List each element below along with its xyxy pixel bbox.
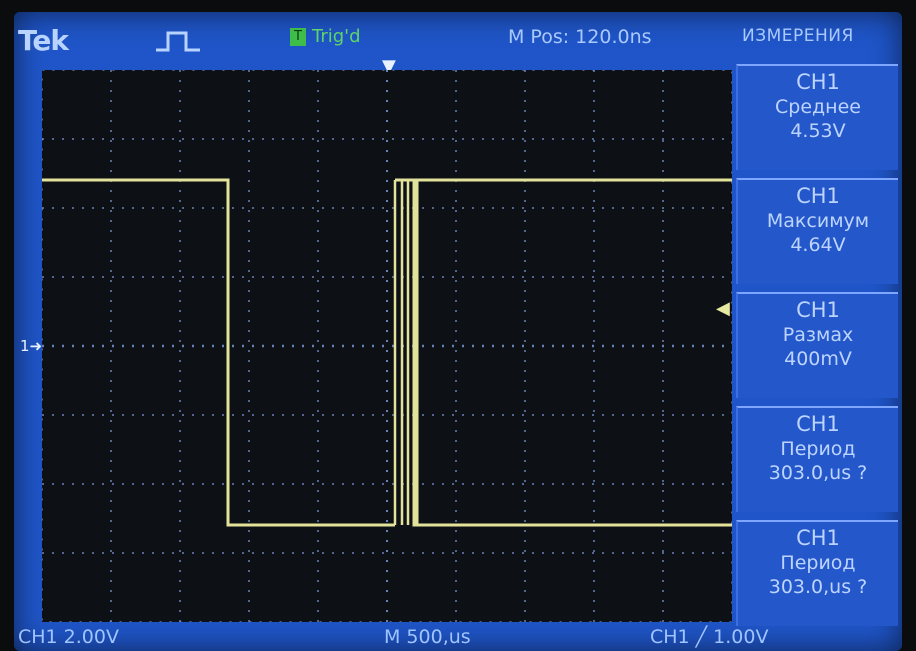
- measurement-name: Период: [780, 438, 856, 460]
- waveform-graticule: [42, 70, 732, 622]
- horizontal-position-readout: M Pos: 120.0ns: [508, 26, 652, 48]
- brand-logo: Tek: [18, 24, 69, 57]
- measurement-channel: CH1: [796, 70, 840, 94]
- ch1-volts-per-div: CH1 2.00V: [18, 626, 119, 648]
- footer-readouts: CH1 2.00V M 500,us CH1 ╱ 1.00V: [14, 626, 902, 651]
- measurement-value: 4.53V: [790, 120, 846, 142]
- measurement-channel: CH1: [796, 412, 840, 436]
- measurement-name: Максимум: [766, 210, 870, 232]
- measurement-name: Период: [780, 552, 856, 574]
- measurement-value: 303.0,us ?: [768, 462, 868, 484]
- measurement-button-4[interactable]: CH1 Период 303.0,us ?: [736, 406, 898, 512]
- trigger-status-label: Trig'd: [312, 26, 361, 47]
- status-bar: Tek T Trig'd M Pos: 120.0ns ИЗМЕРЕНИЯ: [14, 12, 902, 62]
- measurement-button-5[interactable]: CH1 Период 303.0,us ?: [736, 520, 898, 626]
- measurement-name: Размах: [782, 324, 854, 346]
- measurement-menu: CH1 Среднее 4.53V CH1 Максимум 4.64V CH1 Размах…: [736, 64, 900, 634]
- measurement-button-3[interactable]: CH1 Размах 400mV: [736, 292, 898, 398]
- measurement-channel: CH1: [796, 298, 840, 322]
- graticule-grid: [42, 70, 732, 622]
- trace-segment: [395, 178, 732, 527]
- square-wave-run-icon: [156, 31, 200, 52]
- trigger-source-level: CH1 ╱ 1.00V: [650, 626, 769, 648]
- ch1-ground-marker-icon: 1➜: [20, 337, 43, 355]
- ch1-trace: [42, 178, 732, 527]
- trace-segment: [42, 178, 395, 527]
- menu-title: ИЗМЕРЕНИЯ: [742, 26, 854, 46]
- trigger-status-badge: T: [290, 28, 306, 46]
- grid-border: [42, 70, 732, 622]
- measurement-value: 4.64V: [790, 234, 846, 256]
- oscilloscope-screen: Tek T Trig'd M Pos: 120.0ns ИЗМЕРЕНИЯ ▼ …: [14, 12, 902, 651]
- measurement-name: Среднее: [775, 96, 861, 118]
- measurement-button-2[interactable]: CH1 Максимум 4.64V: [736, 178, 898, 284]
- measurement-channel: CH1: [796, 184, 840, 208]
- trigger-level-arrow-icon: ◀: [716, 298, 730, 319]
- measurement-button-1[interactable]: CH1 Среднее 4.53V: [736, 64, 898, 170]
- measurement-value: 400mV: [784, 348, 852, 370]
- timebase-readout: M 500,us: [384, 626, 471, 648]
- trace-segment: [415, 178, 732, 525]
- measurement-channel: CH1: [796, 526, 840, 550]
- measurement-value: 303.0,us ?: [768, 576, 868, 598]
